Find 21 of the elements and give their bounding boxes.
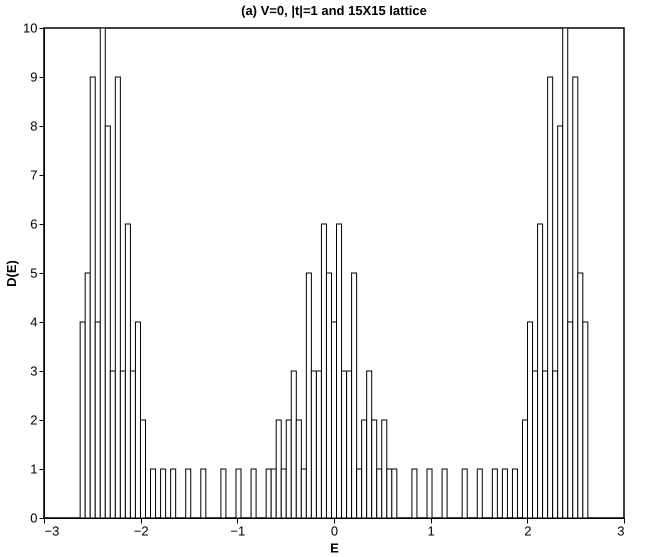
x-tick-label: 1 xyxy=(428,524,435,538)
x-tick-label: 0 xyxy=(330,524,338,538)
chart-title: (a) V=0, |t|=1 and 15X15 lattice xyxy=(241,3,427,18)
y-axis-title: D(E) xyxy=(4,260,20,287)
y-tick-label: 2 xyxy=(30,412,38,428)
x-tick-label: −3 xyxy=(44,524,60,538)
y-tick-label: 0 xyxy=(30,510,38,526)
x-tick-label: −1 xyxy=(230,524,246,538)
y-tick-label: 1 xyxy=(30,462,38,476)
y-tick-label: 4 xyxy=(30,314,38,330)
y-tick-label: 6 xyxy=(30,216,38,232)
x-axis-title: E xyxy=(330,540,340,556)
x-tick-label: 3 xyxy=(617,524,624,538)
y-tick-label: 10 xyxy=(23,20,38,36)
y-tick-label: 9 xyxy=(30,70,38,84)
x-tick-label: 2 xyxy=(524,524,532,538)
y-tick-label: 7 xyxy=(30,168,38,182)
x-tick-label: −2 xyxy=(134,524,149,538)
y-tick-label: 8 xyxy=(30,118,38,134)
y-tick-label: 3 xyxy=(30,364,38,378)
y-tick-label: 5 xyxy=(30,266,38,280)
